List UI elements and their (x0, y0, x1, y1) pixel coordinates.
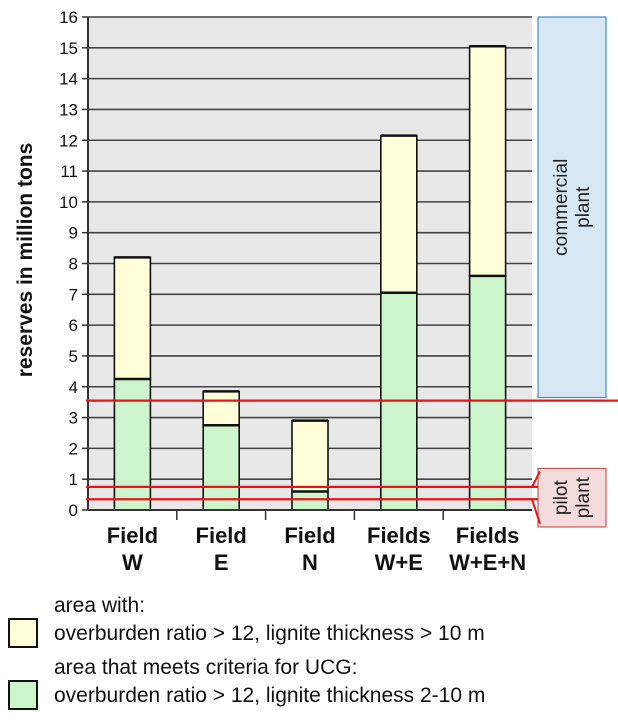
annotation-label: commercial (551, 159, 572, 256)
bar-ucg (113, 378, 152, 511)
y-tick-label: 10 (59, 193, 78, 212)
y-tick-label: 1 (69, 470, 78, 489)
annotation-label: pilot (551, 480, 572, 516)
bar-area (113, 256, 152, 380)
y-tick-label: 16 (59, 8, 78, 27)
x-tick-label-line2: W (122, 550, 143, 575)
y-tick-label: 11 (60, 162, 78, 181)
bar-area (291, 419, 329, 493)
y-tick-label: 9 (69, 224, 78, 243)
y-tick-label: 13 (59, 100, 78, 119)
legend-label-area-line2: overburden ratio > 12, lignite thickness… (54, 622, 485, 645)
y-axis-title: reserves in million tons (14, 143, 37, 378)
y-tick-label: 0 (69, 501, 78, 520)
stacked-bar-chart: 012345678910111213141516FieldWFieldEFiel… (14, 8, 618, 575)
x-tick-label-line2: W+E (375, 550, 423, 575)
bar-area (379, 134, 418, 294)
commercial-plant-box (537, 16, 607, 399)
x-tick-label-line2: N (302, 550, 318, 575)
bar-ucg (202, 424, 240, 511)
pilot-bracket (531, 471, 541, 488)
y-tick-label: 4 (69, 378, 78, 397)
y-tick-label: 12 (59, 131, 78, 150)
y-tick-label: 2 (69, 439, 78, 458)
legend-item-area: area with: overburden ratio > 12, lignit… (8, 592, 614, 658)
bar-ucg (291, 490, 329, 511)
legend-label-area: area with: overburden ratio > 12, lignit… (54, 592, 485, 648)
bar-area (468, 45, 507, 277)
x-tick-label-line2: W+E+N (449, 550, 526, 575)
bar-ucg (468, 275, 507, 511)
annotation-label-group: commercial plant (551, 159, 594, 256)
legend-swatch-area (8, 618, 38, 648)
annotation-label: plant (573, 476, 594, 518)
y-tick-label: 14 (59, 70, 78, 89)
y-tick-label: 3 (69, 409, 78, 428)
annotation-label: plant (573, 186, 594, 228)
x-tick-label-line2: E (214, 550, 229, 575)
y-tick-label: 7 (69, 285, 78, 304)
legend-label-ucg-line2: overburden ratio > 12, lignite thickness… (54, 684, 486, 707)
x-tick-label-line1: Fields (367, 523, 431, 548)
annotation-label-group: pilot plant (551, 476, 594, 518)
y-tick-label: 15 (59, 39, 78, 58)
x-tick-label-line1: Field (107, 523, 158, 548)
pilot-bracket (531, 498, 541, 525)
legend-item-ucg: area that meets criteria for UCG: overbu… (8, 654, 614, 720)
legend-label-area-line1: area with: (54, 594, 146, 617)
pilot-plant-box (537, 467, 607, 528)
legend-label-ucg: area that meets criteria for UCG: overbu… (54, 654, 485, 710)
x-tick-label-line1: Fields (456, 523, 520, 548)
y-tick-label: 8 (69, 255, 78, 274)
bar-area (202, 390, 240, 427)
legend-swatch-ucg (8, 680, 38, 710)
y-tick-label: 6 (69, 316, 78, 335)
y-tick-label: 5 (69, 347, 78, 366)
x-tick-label-line1: Field (196, 523, 247, 548)
x-tick-label-line1: Field (284, 523, 335, 548)
legend-label-ucg-line1: area that meets criteria for UCG: (54, 656, 358, 679)
